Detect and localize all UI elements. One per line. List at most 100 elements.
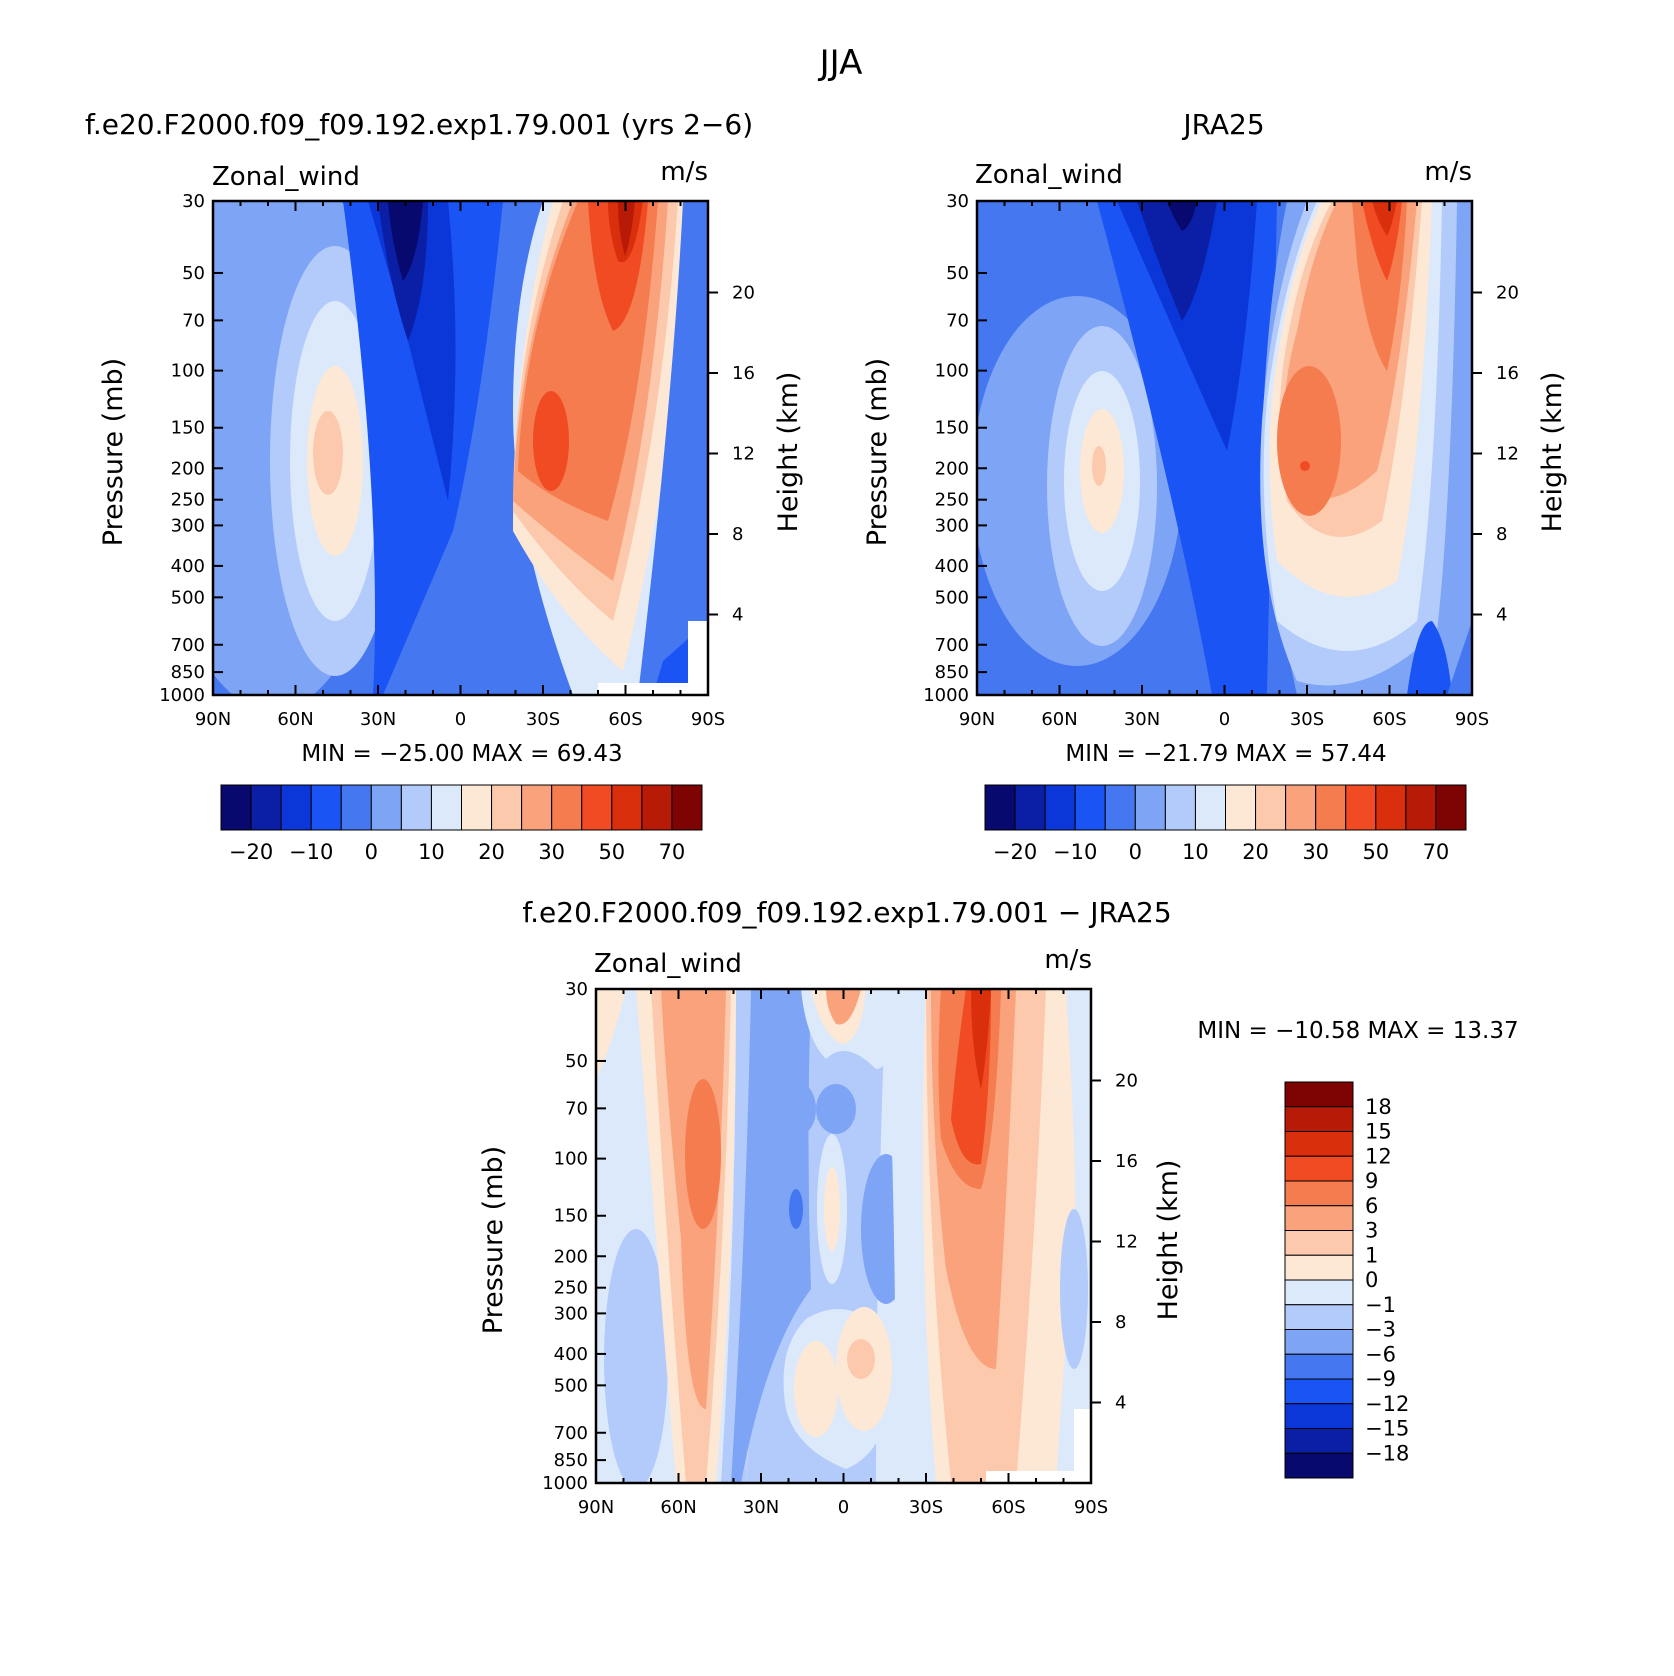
y-tick-label: 250 [554,1278,588,1299]
colorbar-box [1225,784,1257,831]
colorbar-box [310,784,342,831]
y2-axis: 20 16 12 8 4 [708,282,755,625]
colorbar-box [1014,784,1046,831]
units-label: m/s [1044,945,1092,975]
colorbar-label: −20 [229,840,273,864]
y2-tick-label: 4 [1496,604,1507,625]
x-tick-label: 90N [195,709,231,730]
colorbar-label: 30 [538,840,565,864]
colorbar-box [551,784,583,831]
colorbar-label: −10 [289,840,333,864]
y2-axis-label: Height (km) [1153,1160,1184,1321]
y-tick-label: 1000 [542,1473,588,1494]
y-axis-label: Pressure (mb) [98,358,129,546]
colorbar-box [1284,1155,1354,1182]
y2-axis: 20 16 12 8 4 [1091,1070,1138,1413]
colorbar-box [671,784,703,831]
x-tick-label: 0 [455,709,466,730]
y-tick-label: 700 [554,1423,588,1444]
panel-model: f.e20.F2000.f09_f09.192.exp1.79.001 (yrs… [85,108,804,864]
y2-tick-label: 20 [1496,282,1519,303]
colorbar-label: 15 [1365,1120,1392,1144]
y-tick-label: 850 [935,662,969,683]
colorbar-box [1345,784,1377,831]
y-tick-label: 50 [182,263,205,284]
y-tick-label: 100 [935,361,969,382]
colorbar-box [581,784,613,831]
y2-axis: 20 16 12 8 4 [1472,282,1519,625]
x-tick-label: 90N [959,709,995,730]
colorbar-label: −18 [1365,1441,1409,1465]
y2-tick-label: 4 [732,604,743,625]
y2-tick-label: 16 [1115,1151,1138,1172]
colorbar-box [611,784,643,831]
y-tick-label: 1000 [923,685,969,706]
y2-tick-label: 8 [1496,524,1507,545]
colorbar-label: 18 [1365,1095,1392,1119]
colorbar-label: −1 [1365,1293,1396,1317]
y-tick-label: 30 [182,191,205,212]
y-tick-label: 400 [171,556,205,577]
colorbar-box [1284,1428,1354,1454]
colorbar-label: 12 [1365,1144,1392,1168]
colorbar-box [1284,1081,1354,1108]
y2-tick-label: 4 [1115,1392,1126,1413]
colorbar-box [1284,1378,1354,1405]
colorbar-box [1435,784,1467,831]
colorbar-box [491,784,523,831]
y-tick-label: 30 [565,979,588,1000]
colorbar-label: 0 [1365,1268,1378,1292]
x-tick-label: 60S [991,1497,1025,1518]
y2-tick-label: 8 [1115,1312,1126,1333]
colorbar-box [984,784,1016,831]
colorbar-box [1405,784,1437,831]
y-tick-label: 100 [554,1149,588,1170]
y-tick-label: 850 [171,662,205,683]
colorbar-box [1315,784,1347,831]
colorbar-label: 10 [1182,840,1209,864]
y-tick-label: 700 [935,635,969,656]
colorbar-box [340,784,372,831]
colorbar-label: 20 [1242,840,1269,864]
y2-tick-label: 12 [1115,1231,1138,1252]
colorbar-box [1284,1353,1354,1380]
min-max-stats: MIN = −25.00 MAX = 69.43 [301,741,622,767]
colorbar-label: −9 [1365,1367,1396,1391]
variable-label: Zonal_wind [594,949,742,979]
x-axis: 90N 60N 30N 0 30S 60S 90S [959,201,1489,730]
colorbar-label: 9 [1365,1169,1378,1193]
y-tick-label: 300 [171,515,205,536]
variable-label: Zonal_wind [975,160,1123,190]
x-tick-label: 30N [1124,709,1160,730]
y-tick-label: 400 [935,556,969,577]
contour-field [213,201,708,695]
units-label: m/s [1424,157,1472,187]
y-tick-label: 250 [935,490,969,511]
x-tick-label: 90S [1074,1497,1108,1518]
x-tick-label: 60N [1041,709,1077,730]
panel-title: JRA25 [1181,108,1264,141]
panel-diff: f.e20.F2000.f09_f09.192.exp1.79.001 − JR… [478,896,1519,1518]
colorbar-box [1194,784,1226,831]
y-tick-label: 50 [946,263,969,284]
x-tick-label: 30N [743,1497,779,1518]
colorbar-box [280,784,312,831]
colorbar-label: −20 [993,840,1037,864]
colorbar-box [1284,1304,1354,1330]
x-axis: 90N 60N 30N 0 30S 60S 90S [195,201,725,730]
colorbar-box [461,784,493,831]
panel-title: f.e20.F2000.f09_f09.192.exp1.79.001 − JR… [522,896,1171,929]
y2-axis-label: Height (km) [1537,372,1568,533]
colorbar-box [1284,1279,1354,1306]
y-tick-label: 70 [182,310,205,331]
y-tick-label: 500 [554,1375,588,1396]
contour-field [977,201,1472,695]
y-tick-label: 200 [171,458,205,479]
colorbar-label: −3 [1365,1318,1396,1342]
y-tick-label: 70 [946,310,969,331]
colorbar-label: 0 [1129,840,1142,864]
y-tick-label: 1000 [159,685,205,706]
